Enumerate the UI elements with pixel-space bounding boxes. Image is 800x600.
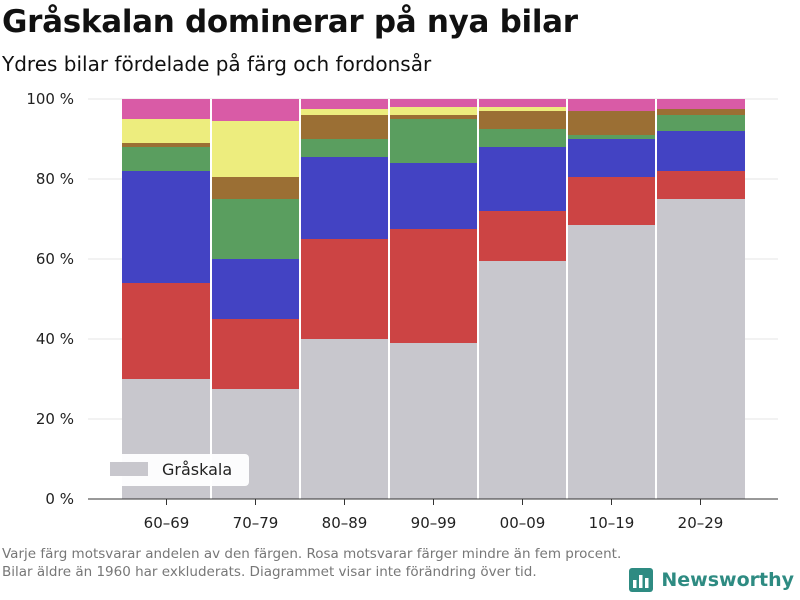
bar-segment: [122, 147, 211, 171]
bar-segment: [300, 109, 389, 115]
bar-segment: [478, 211, 567, 261]
y-tick-label: 0 %: [45, 490, 74, 508]
x-tick-label: 90–99: [411, 514, 457, 532]
y-tick-label: 40 %: [36, 330, 74, 348]
bar-segment: [478, 129, 567, 147]
y-tick-label: 80 %: [36, 170, 74, 188]
bar-segment: [300, 115, 389, 139]
x-tick-label: 70–79: [233, 514, 279, 532]
bar-segment: [389, 107, 478, 115]
page-title: Gråskalan dominerar på nya bilar: [2, 4, 578, 40]
bar-segment: [389, 229, 478, 343]
y-tick-label: 60 %: [36, 250, 74, 268]
bar-segment: [478, 111, 567, 129]
bar-segment: [567, 139, 656, 177]
bar-segment: [656, 171, 745, 199]
x-tick-label: 80–89: [322, 514, 368, 532]
bar-segment: [211, 121, 300, 177]
y-tick-label: 100 %: [26, 90, 74, 108]
bar-segment: [478, 107, 567, 111]
legend-swatch: [110, 462, 148, 476]
footnote: Varje färg motsvarar andelen av den färg…: [2, 546, 622, 580]
x-tick-label: 00–09: [500, 514, 546, 532]
bar-segment: [656, 99, 745, 109]
bar-segment: [211, 177, 300, 199]
bar-segment: [211, 259, 300, 319]
bar-segment: [389, 99, 478, 107]
x-tick-label: 20–29: [678, 514, 724, 532]
bar-segment: [211, 319, 300, 389]
x-tick-label: 10–19: [589, 514, 635, 532]
bar-segment: [567, 225, 656, 499]
bar-segment: [478, 99, 567, 107]
legend-label: Gråskala: [162, 460, 232, 479]
bar-segment: [300, 99, 389, 109]
bar-segment: [478, 147, 567, 211]
bar-segment: [567, 111, 656, 135]
bar-segment: [122, 119, 211, 143]
bar-segment: [656, 109, 745, 115]
brand-name: Newsworthy: [661, 569, 794, 591]
bar-segment: [656, 199, 745, 499]
legend: Gråskala: [103, 454, 249, 486]
bar-segment: [122, 143, 211, 147]
bars: [122, 99, 745, 499]
bar-segment: [389, 115, 478, 119]
x-tick-label: 60–69: [144, 514, 190, 532]
bar-segment: [478, 261, 567, 499]
y-tick-label: 20 %: [36, 410, 74, 428]
bar-segment: [567, 135, 656, 139]
bar-segment: [122, 99, 211, 119]
bar-chart-logo-icon: [629, 568, 654, 592]
bar-segment: [567, 177, 656, 225]
bar-segment: [211, 199, 300, 259]
bar-segment: [122, 171, 211, 283]
bar-segment: [300, 339, 389, 499]
bar-segment: [389, 163, 478, 229]
bar-segment: [389, 343, 478, 499]
bar-segment: [300, 239, 389, 339]
bar-segment: [300, 157, 389, 239]
bar-segment: [389, 119, 478, 163]
bar-segment: [656, 131, 745, 171]
axes: 0 % 20 % 40 % 60 % 80 % 100 % 60–69 70–79 80–89 9…: [26, 90, 778, 532]
bar-segment: [656, 115, 745, 131]
bar-segment: [122, 283, 211, 379]
bar-segment: [567, 99, 656, 111]
brand: Newsworthy: [629, 568, 794, 592]
bar-segment: [211, 99, 300, 121]
bar-segment: [300, 139, 389, 157]
page-subtitle: Ydres bilar fördelade på färg och fordon…: [2, 52, 432, 76]
